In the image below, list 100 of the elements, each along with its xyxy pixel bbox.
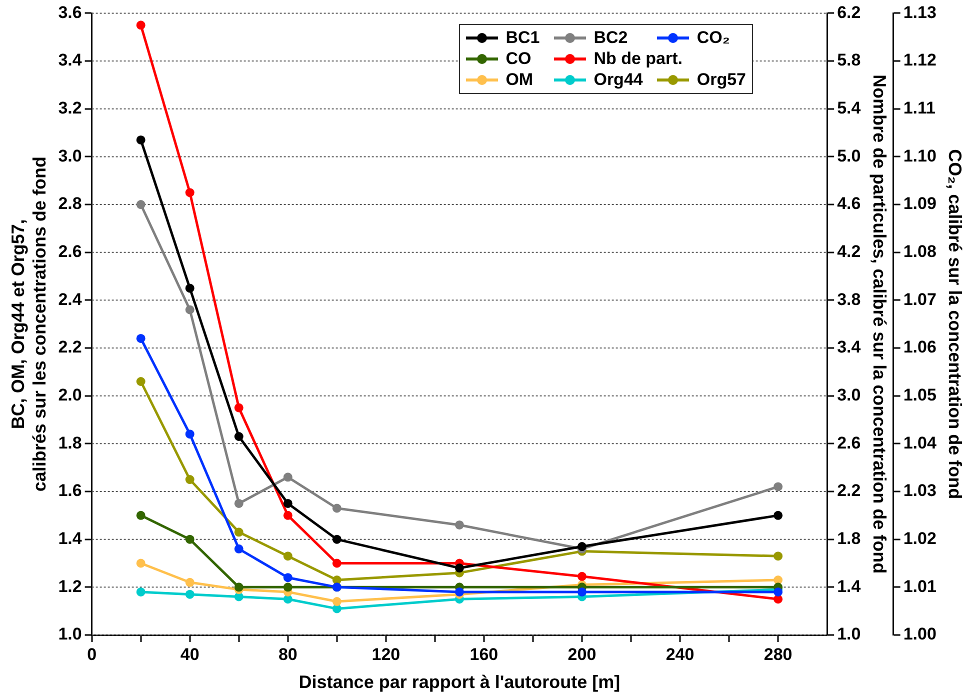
y-tick-label: 3.0 — [58, 146, 82, 166]
point — [136, 558, 146, 568]
point — [454, 587, 464, 596]
point — [454, 520, 464, 530]
y3-tick-label: 1.02 — [903, 529, 936, 548]
y2-tick-label: 4.2 — [837, 242, 861, 262]
y-tick-label: 2.8 — [58, 194, 82, 214]
y-tick-label: 2.4 — [58, 290, 82, 309]
y2-tick-label: 5.0 — [837, 146, 861, 166]
x-tick-label: 80 — [278, 644, 298, 664]
x-axis-title: Distance par rapport à l'autoroute [m] — [298, 672, 620, 692]
y2-tick-label: 1.4 — [837, 576, 862, 596]
y2-tick-label: 3.4 — [837, 338, 862, 357]
point — [136, 376, 146, 386]
x-tick-label: 0 — [87, 644, 97, 664]
y2-tick-label: 3.0 — [837, 386, 861, 405]
point — [136, 200, 146, 210]
point — [774, 552, 783, 561]
point — [774, 482, 783, 492]
legend-label: CO — [506, 49, 532, 69]
point — [136, 587, 146, 596]
y3-tick-label: 1.03 — [903, 481, 936, 500]
point — [136, 135, 146, 144]
point — [185, 578, 194, 587]
y-tick-label: 3.4 — [58, 50, 82, 70]
y2-tick-label: 5.4 — [837, 98, 862, 118]
y2-tick-label: 2.6 — [837, 433, 861, 452]
legend-label: Org44 — [594, 70, 643, 90]
point — [234, 432, 244, 442]
point — [136, 20, 146, 30]
y2-axis-title: Nombre de particules, calibré sur la concentration de fond — [870, 74, 890, 574]
point — [185, 430, 194, 439]
legend-label: Org57 — [696, 70, 746, 90]
y3-axis-title: CO₂, calibré sur la concentration de fond — [945, 149, 966, 500]
point — [234, 403, 244, 412]
y3-tick-label: 1.12 — [903, 50, 936, 70]
point — [283, 582, 292, 592]
y3-tick-label: 1.08 — [903, 242, 936, 262]
y2-tick-label: 4.6 — [837, 194, 861, 214]
point — [185, 534, 194, 544]
x-tick-label: 120 — [372, 644, 400, 664]
y2-tick-label: 1.8 — [837, 529, 861, 548]
point — [332, 558, 342, 568]
y-tick-label: 1.2 — [58, 576, 82, 596]
x-tick-label: 200 — [568, 644, 596, 664]
legend-label: BC2 — [594, 28, 628, 48]
y3-tick-label: 1.04 — [903, 433, 937, 452]
point — [185, 284, 194, 293]
legend-label: Nb de part. — [594, 49, 683, 69]
legend-label: CO₂ — [696, 28, 730, 48]
x-tick-label: 160 — [470, 644, 498, 664]
point — [283, 510, 292, 520]
point — [332, 597, 342, 606]
y-tick-label: 3.6 — [58, 2, 82, 22]
y3-tick-label: 1.13 — [903, 2, 936, 22]
point — [136, 334, 146, 343]
point — [234, 544, 244, 554]
point — [136, 510, 146, 520]
point — [332, 534, 342, 544]
point — [185, 305, 194, 314]
point — [185, 475, 194, 484]
y-tick-label: 2.0 — [58, 386, 82, 405]
y3-tick-label: 1.11 — [903, 98, 936, 118]
y-tick-label: 1.4 — [58, 529, 82, 548]
point — [283, 552, 292, 561]
y3-tick-label: 1.05 — [903, 386, 936, 405]
point — [185, 188, 194, 198]
y3-tick-label: 1.07 — [903, 290, 936, 309]
x-tick-label: 40 — [180, 644, 200, 664]
point — [283, 573, 292, 582]
y3-tick-label: 1.06 — [903, 338, 936, 357]
y2-tick-label: 1.0 — [837, 624, 861, 644]
point — [774, 510, 783, 520]
y2-tick-label: 6.2 — [837, 2, 861, 22]
point — [454, 564, 464, 573]
point — [234, 528, 244, 537]
y-tick-label: 2.2 — [58, 338, 82, 357]
y3-tick-label: 1.00 — [903, 624, 936, 644]
point — [332, 504, 342, 513]
x-tick-label: 240 — [666, 644, 694, 664]
point — [185, 590, 194, 599]
point — [578, 587, 586, 596]
y2-tick-label: 2.2 — [837, 481, 861, 500]
y-tick-label: 1.0 — [58, 624, 82, 644]
point — [234, 582, 244, 592]
y-tick-label: 2.6 — [58, 242, 82, 262]
y3-tick-label: 1.09 — [903, 194, 936, 214]
x-tick-label: 280 — [764, 644, 792, 664]
y-tick-label: 1.8 — [58, 433, 82, 452]
point — [283, 472, 292, 482]
point — [283, 498, 292, 508]
point — [578, 572, 586, 581]
point — [234, 498, 244, 508]
y3-tick-label: 1.10 — [903, 146, 936, 166]
y3-tick-label: 1.01 — [903, 576, 936, 596]
y-axis-title: BC, OM, Org44 et Org57, calibrés sur les concentrations de fond — [8, 156, 50, 492]
y2-tick-label: 3.8 — [837, 290, 861, 309]
legend-label: BC1 — [506, 28, 540, 48]
y2-tick-label: 5.8 — [837, 50, 861, 70]
y-tick-label: 3.2 — [58, 98, 82, 118]
